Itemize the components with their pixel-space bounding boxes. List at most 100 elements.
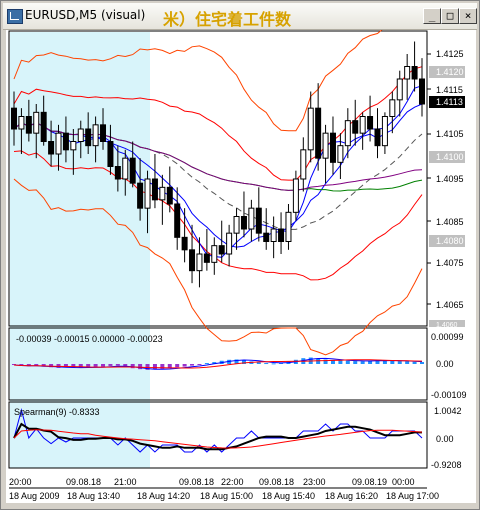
price-marker-cut-label: 1.4060 (436, 322, 458, 329)
candle-bull (322, 132, 329, 159)
price-label: 1.4065 (436, 300, 464, 310)
time-label-upper: 00:00 (392, 477, 415, 487)
candle-bear (114, 166, 121, 180)
session-highlight (10, 32, 150, 468)
chart-canvas[interactable]: 1.4125 1.4115 1.4105 1.4095 1.4085 1.407… (6, 30, 476, 503)
close-button[interactable]: × (459, 8, 477, 24)
macd-indicator-label: -0.00039 -0.00015 0.00000 -0.00023 (16, 334, 163, 344)
candle-bull (381, 116, 388, 147)
macd-bar (130, 364, 135, 369)
candle-bear (203, 253, 210, 263)
candle-bull (337, 145, 344, 163)
candle-bull (404, 66, 411, 80)
price-label: 1.4095 (436, 174, 464, 184)
candle-bull (33, 111, 40, 134)
macd-bar (12, 364, 16, 365)
macd-bar (390, 360, 395, 364)
macd-bar (397, 361, 402, 364)
price-marker-upper (429, 66, 465, 78)
macd-bar (108, 364, 113, 366)
macd-bar (323, 359, 328, 364)
price-label: 1.4085 (436, 217, 464, 227)
time-label-upper: 22:00 (221, 477, 244, 487)
spearman-indicator-label: Spearman(9) -0.8333 (14, 407, 100, 417)
time-label-upper: 09.08.18 (66, 477, 101, 487)
macd-bar (182, 364, 187, 367)
candle-bear (85, 128, 92, 147)
candle-bear (240, 216, 247, 230)
macd-bar (338, 360, 343, 364)
macd-bar (375, 360, 380, 364)
time-label: 18 Aug 2009 (9, 491, 60, 501)
macd-bar (264, 363, 269, 365)
candle-bull (233, 216, 240, 234)
candle-bull (248, 207, 255, 230)
candle-bear (107, 141, 114, 167)
price-label: 1.4115 (436, 85, 463, 95)
chart-area[interactable]: 1.4125 1.4115 1.4105 1.4095 1.4085 1.407… (6, 30, 476, 503)
macd-bar (71, 364, 76, 368)
price-marker-lower (429, 235, 465, 247)
news-event-title: 米）住宅着工件数 (163, 10, 292, 29)
candle-bear (374, 128, 381, 147)
candle-bear (40, 111, 47, 143)
macd-bar (212, 362, 217, 364)
price-label: 1.4125 (436, 49, 464, 59)
candle-bear (352, 120, 359, 134)
candle-bear (151, 178, 158, 201)
price-marker-cut (429, 320, 465, 327)
candle-bull (18, 116, 25, 130)
time-label: 18 Aug 16:20 (325, 491, 378, 501)
macd-bar (49, 364, 54, 368)
candle-bear (129, 157, 136, 184)
macd-bar (368, 360, 373, 364)
candle-bear (255, 207, 262, 234)
macd-axis-bottom: -0.00109 (431, 390, 467, 400)
time-label-upper: 09.08.18 (259, 477, 294, 487)
candle-bull (292, 178, 299, 213)
candle-bear (11, 107, 17, 130)
candle-bear (25, 116, 32, 134)
candle-bull (226, 232, 233, 255)
candle-bull (307, 107, 314, 151)
bollinger-upper-line (13, 30, 383, 132)
candle-bull (122, 157, 129, 180)
price-label: 1.4075 (436, 258, 464, 268)
time-label: 18 Aug 15:00 (200, 491, 253, 501)
macd-bar (412, 361, 417, 364)
candle-bull (77, 128, 84, 142)
candle-bull (144, 178, 151, 209)
candle-bull (389, 99, 396, 118)
maximize-button[interactable]: □ (441, 8, 459, 24)
macd-bar (34, 364, 39, 366)
candle-bear (100, 124, 107, 143)
candle-bear (137, 182, 144, 209)
price-marker-mid (429, 151, 465, 163)
macd-bar (63, 364, 68, 368)
macd-panel-frame (8, 327, 428, 401)
macd-bar (26, 364, 31, 367)
spearman-smooth-line (13, 422, 422, 451)
price-marker-upper-label: 1.4120 (436, 67, 464, 77)
time-label: 18 Aug 15:40 (262, 491, 315, 501)
candle-bear (329, 132, 336, 163)
candle-bear (278, 228, 285, 242)
candle-bear (166, 186, 173, 205)
time-label: 18 Aug 13:40 (67, 491, 120, 501)
macd-bar (241, 360, 246, 364)
macd-signal-line (13, 359, 423, 369)
title-bar[interactable]: EURUSD,M5 (visual) 米）住宅着工件数 _ □ × (3, 3, 477, 30)
time-label-upper: 20:00 (9, 477, 32, 487)
time-label-upper: 21:00 (114, 477, 137, 487)
candle-bear (367, 116, 374, 130)
candle-bull (70, 141, 77, 151)
time-label-upper: 09.08.19 (352, 477, 387, 487)
minimize-button[interactable]: _ (423, 8, 441, 24)
candle-bull (285, 211, 292, 242)
macd-bar (145, 364, 150, 370)
macd-bar (78, 364, 83, 368)
macd-bar (234, 359, 239, 364)
macd-bar (138, 364, 143, 370)
macd-bar (167, 364, 172, 368)
price-marker-lower-label: 1.4080 (436, 236, 464, 246)
